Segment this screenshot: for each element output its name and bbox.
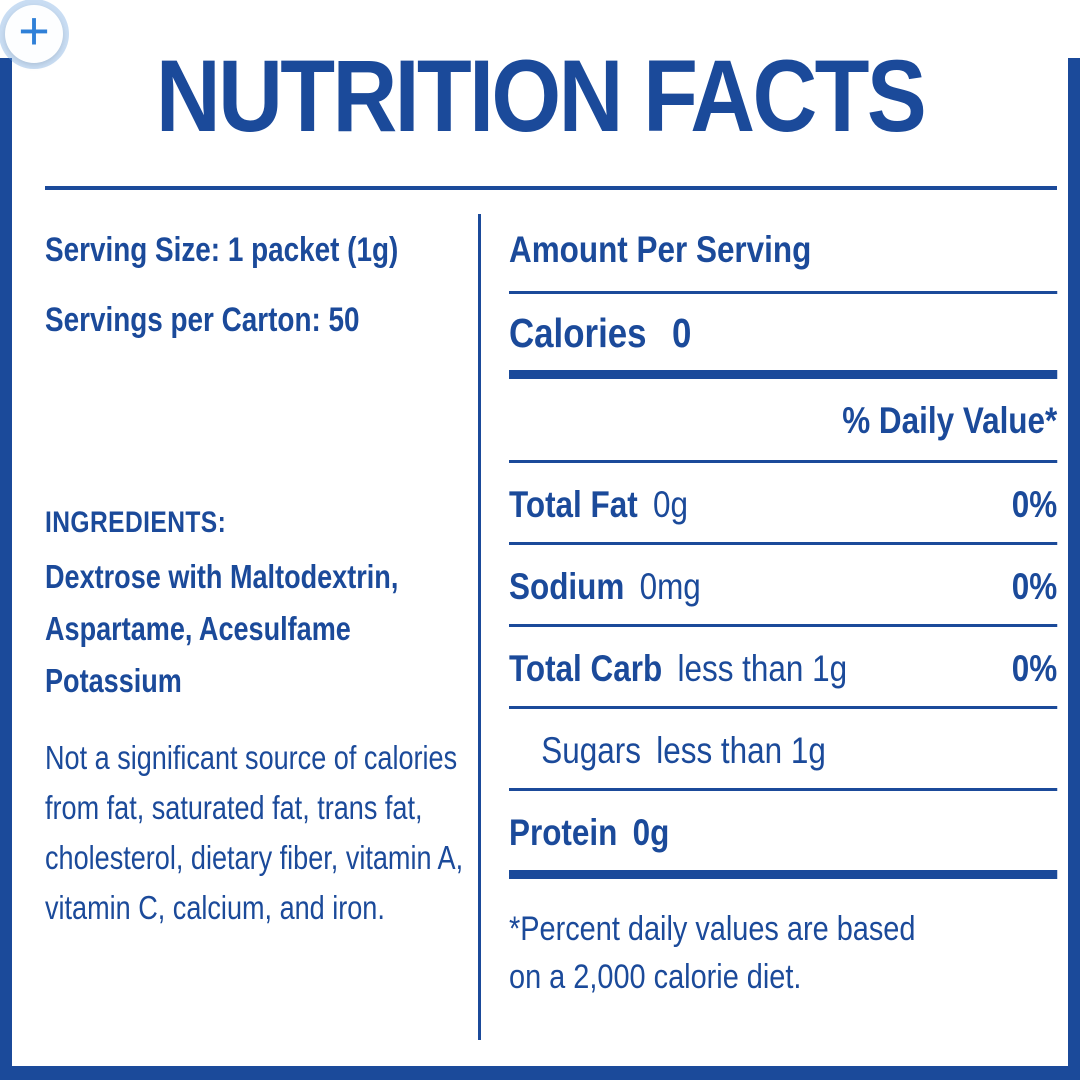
nutrient-value: 0mg: [639, 566, 701, 607]
zoom-in-button[interactable]: +: [5, 1, 63, 63]
nutrient-daily-value: 0%: [1011, 484, 1058, 525]
calories-value: 0: [672, 310, 692, 356]
nutrient-value: less than 1g: [656, 730, 826, 771]
nutrient-value: 0g: [653, 484, 688, 525]
column-divider: [478, 214, 481, 1040]
nutrient-daily-value: 0%: [1011, 566, 1058, 607]
nutrient-row-sodium: Sodium 0mg 0%: [509, 545, 1058, 627]
nutrient-label: Total Fat: [509, 484, 638, 525]
nutrient-row-total-carb: Total Carb less than 1g 0%: [509, 627, 1058, 709]
title-rule: [45, 186, 1057, 190]
nutrition-facts-title: NUTRITION FACTS: [155, 39, 927, 153]
insignificant-source-text: Not a significant source of calories fro…: [45, 739, 464, 926]
nutrient-daily-value: 0%: [1011, 648, 1058, 689]
label-left-column: Serving Size: 1 packet (1g) Servings per…: [45, 228, 465, 933]
amount-per-serving-label: Amount Per Serving: [509, 228, 1058, 294]
nutrient-label: Sugars: [541, 730, 641, 771]
label-right-column: Amount Per Serving Calories 0 % Daily Va…: [509, 228, 1058, 1001]
nutrient-label: Protein: [509, 812, 618, 853]
ingredients-text: Dextrose with Maltodextrin, Aspartame, A…: [45, 558, 399, 699]
footnote-line-2: on a 2,000 calorie diet.: [509, 958, 802, 996]
footnote-line-1: *Percent daily values are based: [509, 910, 916, 948]
nutrient-label: Total Carb: [509, 648, 663, 689]
calories-row: Calories 0: [509, 294, 1058, 379]
ingredients-heading: INGREDIENTS:: [45, 506, 227, 539]
serving-size-text: Serving Size: 1 packet (1g): [45, 231, 399, 269]
nutrient-row-sugars: Sugars less than 1g: [509, 709, 1058, 791]
nutrient-value: less than 1g: [677, 648, 848, 689]
plus-icon: +: [18, 1, 50, 61]
nutrient-row-total-fat: Total Fat 0g 0%: [509, 463, 1058, 545]
daily-value-footnote: *Percent daily values are based on a 2,0…: [509, 879, 1057, 1001]
nutrient-label: Sodium: [509, 566, 625, 607]
nutrient-row-protein: Protein 0g: [509, 791, 1058, 879]
calories-label: Calories: [509, 310, 647, 356]
nutrient-value: 0g: [632, 812, 670, 853]
daily-value-header: % Daily Value*: [509, 379, 1058, 463]
servings-per-carton-text: Servings per Carton: 50: [45, 301, 360, 339]
